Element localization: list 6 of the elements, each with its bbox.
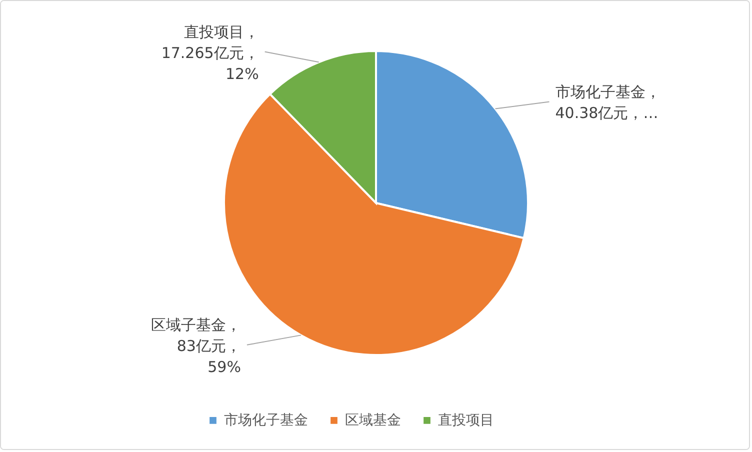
legend-label: 直投项目 [438,412,494,428]
data-label: 区域子基金，83亿元，59% [150,316,241,376]
legend-label: 市场化子基金 [224,412,308,428]
legend-label: 区域基金 [345,412,401,428]
data-label: 市场化子基金，40.38亿元，… [555,82,660,122]
data-label: 直投项目，17.265亿元，12% [161,22,259,83]
